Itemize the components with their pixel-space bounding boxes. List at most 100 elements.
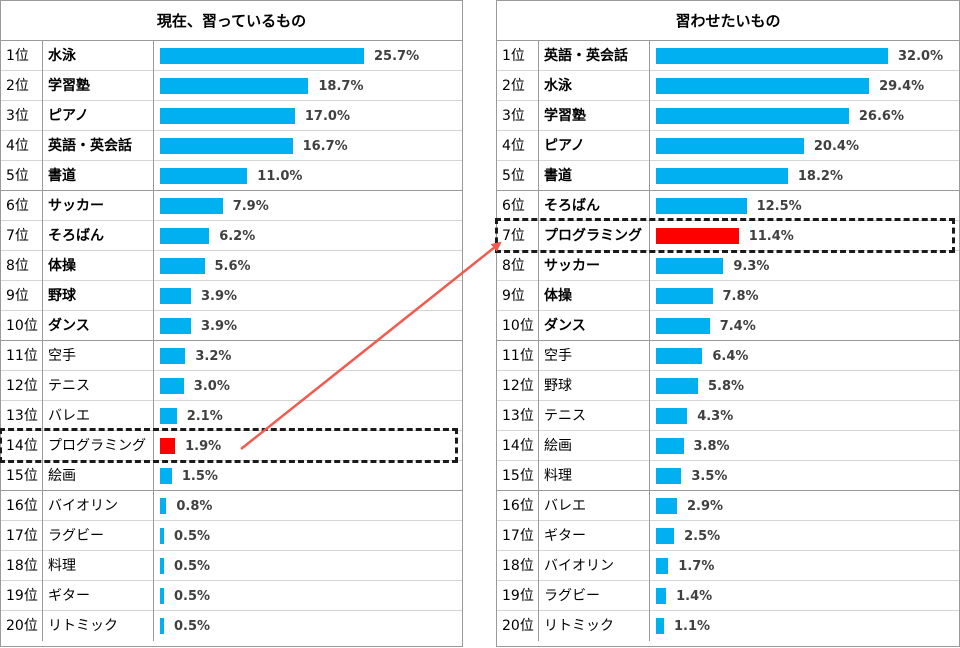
- current-row: 8位 体操 5.6%: [1, 251, 462, 281]
- value-label: 7.8%: [722, 289, 759, 304]
- value-label: 3.9%: [201, 289, 238, 304]
- bar-cell: 1.9%: [155, 431, 462, 461]
- bar-cell: 11.4%: [651, 221, 959, 251]
- activity-label: サッカー: [43, 191, 154, 221]
- rank-label: 3位: [497, 101, 539, 131]
- current-row: 20位 リトミック 0.5%: [1, 611, 462, 641]
- desired-row: 13位 テニス 4.3%: [497, 401, 959, 431]
- bar: [656, 498, 677, 514]
- bar: [656, 468, 682, 484]
- rank-label: 9位: [1, 281, 43, 311]
- current-lessons-title: 現在、習っているもの: [1, 1, 462, 41]
- bar-cell: 9.3%: [651, 251, 959, 281]
- desired-row: 10位 ダンス 7.4%: [497, 311, 959, 341]
- desired-row: 12位 野球 5.8%: [497, 371, 959, 401]
- current-lessons-panel: 現在、習っているもの 1位 水泳 25.7% 2位 学習塾 18.7% 3位 ピアノ 17.0%…: [0, 0, 463, 647]
- bar-cell: 1.1%: [651, 611, 959, 641]
- bar: [160, 588, 164, 604]
- bar-cell: 0.5%: [155, 611, 462, 641]
- value-label: 7.4%: [719, 319, 756, 334]
- current-row: 6位 サッカー 7.9%: [1, 191, 462, 221]
- bar: [160, 48, 364, 64]
- current-row: 10位 ダンス 3.9%: [1, 311, 462, 341]
- rank-label: 8位: [1, 251, 43, 281]
- bar-cell: 11.0%: [155, 161, 462, 191]
- bar-cell: 4.3%: [651, 401, 959, 431]
- value-label: 3.9%: [201, 319, 238, 334]
- value-label: 5.6%: [214, 259, 251, 274]
- bar-cell: 18.2%: [651, 161, 959, 191]
- value-label: 0.5%: [174, 529, 211, 544]
- activity-label: バイオリン: [43, 491, 154, 521]
- bar: [160, 378, 184, 394]
- activity-label: プログラミング: [539, 221, 650, 251]
- rank-label: 10位: [497, 311, 539, 341]
- desired-row: 11位 空手 6.4%: [497, 341, 959, 371]
- activity-label: サッカー: [539, 251, 650, 281]
- value-label: 2.9%: [687, 499, 724, 514]
- desired-row: 15位 料理 3.5%: [497, 461, 959, 491]
- value-label: 3.2%: [195, 349, 232, 364]
- rank-label: 7位: [497, 221, 539, 251]
- activity-label: ピアノ: [43, 101, 154, 131]
- rank-label: 20位: [497, 611, 539, 641]
- rank-label: 4位: [1, 131, 43, 161]
- rank-label: 10位: [1, 311, 43, 341]
- value-label: 6.4%: [712, 349, 749, 364]
- bar-cell: 0.5%: [155, 581, 462, 611]
- activity-label: バイオリン: [539, 551, 650, 581]
- rank-label: 11位: [497, 341, 539, 371]
- bar: [160, 78, 309, 94]
- bar: [160, 138, 293, 154]
- activity-label: 空手: [43, 341, 154, 371]
- rank-label: 12位: [497, 371, 539, 401]
- bar: [160, 288, 191, 304]
- value-label: 3.0%: [193, 379, 230, 394]
- bar: [160, 108, 295, 124]
- activity-label: 野球: [539, 371, 650, 401]
- activity-label: 書道: [43, 161, 154, 191]
- desired-row: 17位 ギター 2.5%: [497, 521, 959, 551]
- bar-cell: 16.7%: [155, 131, 462, 161]
- bar: [160, 258, 205, 274]
- current-row: 5位 書道 11.0%: [1, 161, 462, 191]
- bar-cell: 0.5%: [155, 521, 462, 551]
- rank-label: 3位: [1, 101, 43, 131]
- activity-label: 空手: [539, 341, 650, 371]
- rank-label: 17位: [497, 521, 539, 551]
- activity-label: バレエ: [539, 491, 650, 521]
- highlight-bar: [160, 438, 176, 454]
- bar: [160, 318, 191, 334]
- desired-row: 19位 ラグビー 1.4%: [497, 581, 959, 611]
- current-row: 14位 プログラミング 1.9%: [1, 431, 462, 461]
- rank-label: 17位: [1, 521, 43, 551]
- bar-cell: 3.5%: [651, 461, 959, 491]
- activity-label: リトミック: [43, 611, 154, 641]
- current-row: 2位 学習塾 18.7%: [1, 71, 462, 101]
- value-label: 17.0%: [304, 109, 350, 124]
- rank-label: 14位: [497, 431, 539, 461]
- bar-cell: 7.4%: [651, 311, 959, 341]
- rank-label: 6位: [1, 191, 43, 221]
- value-label: 0.5%: [174, 559, 211, 574]
- current-row: 7位 そろばん 6.2%: [1, 221, 462, 251]
- activity-label: 書道: [539, 161, 650, 191]
- value-label: 0.8%: [176, 499, 213, 514]
- bar-cell: 18.7%: [155, 71, 462, 101]
- bar-cell: 12.5%: [651, 191, 959, 221]
- activity-label: 英語・英会話: [43, 131, 154, 161]
- desired-row: 18位 バイオリン 1.7%: [497, 551, 959, 581]
- value-label: 0.5%: [174, 619, 211, 634]
- bar-cell: 17.0%: [155, 101, 462, 131]
- bar-cell: 7.8%: [651, 281, 959, 311]
- bar: [656, 288, 713, 304]
- desired-row: 5位 書道 18.2%: [497, 161, 959, 191]
- bar: [160, 468, 172, 484]
- value-label: 11.4%: [748, 229, 794, 244]
- rank-label: 4位: [497, 131, 539, 161]
- rank-label: 13位: [1, 401, 43, 431]
- bar-cell: 1.4%: [651, 581, 959, 611]
- current-row: 4位 英語・英会話 16.7%: [1, 131, 462, 161]
- value-label: 1.7%: [678, 559, 715, 574]
- bar: [656, 138, 804, 154]
